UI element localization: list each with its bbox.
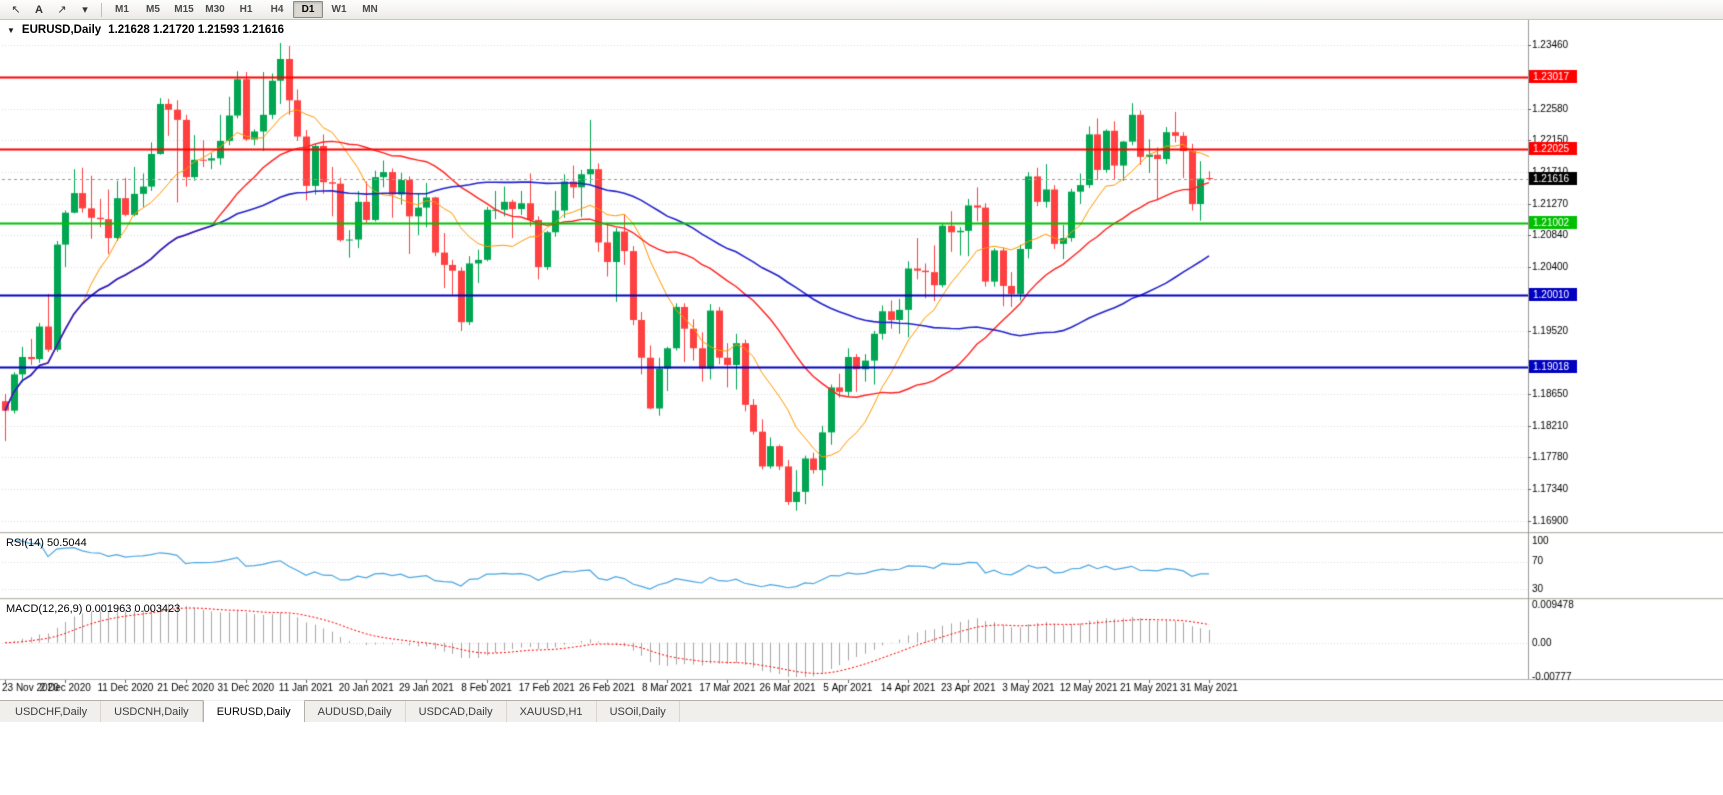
timeframe-m30-button[interactable]: M30 bbox=[205, 4, 225, 15]
tabbar: USDCHF,Daily USDCNH,Daily EURUSD,Daily AUDU… bbox=[0, 700, 1723, 722]
timeframe-m1-button[interactable]: M1 bbox=[115, 4, 129, 15]
chart-tab-usoil[interactable]: USOil,Daily bbox=[597, 701, 680, 722]
timeframe-m5-button[interactable]: M5 bbox=[146, 4, 160, 15]
toolbar-timeframes: M1 M5 M15 M30 H1 H4 D1 W1 MN bbox=[107, 1, 385, 18]
chart-tab-usdchf[interactable]: USDCHF,Daily bbox=[2, 701, 102, 722]
chart-tab-audusd[interactable]: AUDUSD,Daily bbox=[305, 701, 406, 722]
chart-tab-usdcnh[interactable]: USDCNH,Daily bbox=[101, 701, 203, 722]
timeframe-w1-button[interactable]: W1 bbox=[331, 4, 347, 15]
toolbar-tools: ↖ A ↗ ▾ bbox=[5, 1, 96, 19]
trendline-tool-button[interactable]: ↗ bbox=[57, 4, 67, 16]
chart-menu-icon[interactable]: ▼ bbox=[7, 25, 15, 35]
bottom-spacer bbox=[0, 722, 1723, 795]
timeframe-m15-button[interactable]: M15 bbox=[174, 4, 194, 15]
cursor-tool-button[interactable]: ↖ bbox=[11, 4, 21, 16]
timeframe-d1-button[interactable]: D1 bbox=[293, 1, 323, 18]
timeframe-h1-button[interactable]: H1 bbox=[239, 4, 253, 15]
toolbar: ↖ A ↗ ▾ M1 M5 M15 M30 H1 H4 D1 W1 MN bbox=[0, 0, 1723, 20]
price-chart-canvas[interactable] bbox=[0, 20, 1723, 700]
chart-window: ▼ EURUSD,Daily 1.21628 1.21720 1.21593 1… bbox=[0, 20, 1723, 700]
text-tool-button[interactable]: A bbox=[35, 3, 43, 16]
timeframe-h4-button[interactable]: H4 bbox=[270, 4, 284, 15]
toolbar-separator bbox=[101, 2, 102, 17]
chart-tab-eurusd[interactable]: EURUSD,Daily bbox=[202, 700, 305, 722]
timeframe-mn-button[interactable]: MN bbox=[362, 4, 378, 15]
chart-tab-usdcad[interactable]: USDCAD,Daily bbox=[406, 701, 507, 722]
chart-tab-xauusd[interactable]: XAUUSD,H1 bbox=[507, 701, 597, 722]
tools-dropdown-button[interactable]: ▾ bbox=[82, 4, 88, 16]
